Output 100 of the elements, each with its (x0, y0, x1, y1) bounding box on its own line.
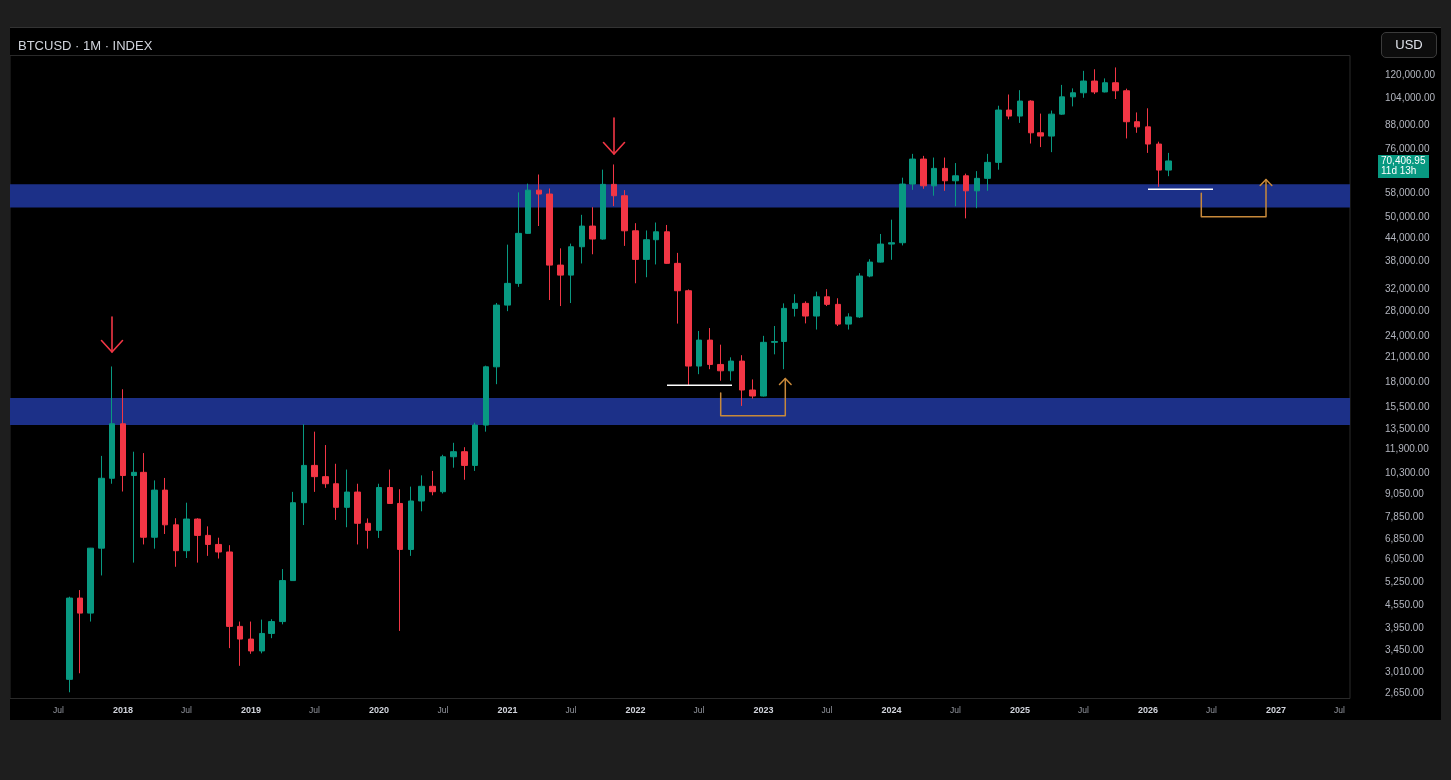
candlestick (632, 222, 639, 284)
candlestick (984, 153, 991, 192)
candlestick (1112, 66, 1119, 100)
y-axis-title: USD (1381, 32, 1437, 58)
y-tick-label: 9,050.00 (1385, 487, 1425, 499)
x-tick-label: 2020 (369, 705, 390, 715)
x-tick-label: 2021 (497, 705, 518, 715)
candlestick (1037, 113, 1044, 148)
candlestick (995, 105, 1002, 171)
y-tick-label: 24,000.00 (1385, 329, 1430, 341)
candlestick (66, 596, 73, 693)
x-tick-label: Jul (437, 705, 449, 715)
candlestick (707, 327, 713, 370)
candlestick (899, 177, 906, 246)
y-tick-label: 11,900.00 (1385, 443, 1430, 455)
candlestick (333, 463, 339, 521)
candlestick (311, 431, 318, 493)
x-tick-label: Jul (949, 705, 961, 715)
candlestick (1048, 110, 1055, 153)
chart-title: BTCUSD · 1M · INDEX (18, 38, 153, 53)
candlestick (536, 174, 542, 227)
candlestick (781, 302, 787, 370)
candlestick (1156, 141, 1162, 188)
y-tick-label: 44,000.00 (1385, 231, 1430, 243)
candlestick (215, 537, 222, 560)
candlestick (728, 356, 734, 382)
y-tick-label: 104,000.00 (1385, 92, 1436, 104)
x-tick-label: Jul (1077, 705, 1089, 715)
candlestick (472, 422, 478, 472)
candlestick (664, 224, 670, 265)
candlestick (802, 300, 809, 324)
y-tick-label: 5,250.00 (1385, 576, 1425, 588)
x-tick-label: 2024 (881, 705, 902, 715)
y-tick-label: 32,000.00 (1385, 283, 1430, 295)
candlestick (77, 589, 83, 674)
candlestick (931, 157, 937, 197)
candlestick (131, 451, 137, 564)
candlestick (183, 502, 190, 559)
y-tick-label: 6,050.00 (1385, 553, 1425, 565)
y-tick-label: 88,000.00 (1385, 119, 1430, 131)
candlestick (1165, 152, 1172, 177)
candlestick (1059, 84, 1065, 116)
candlestick (1102, 77, 1108, 93)
candlestick (589, 206, 596, 255)
x-tick-label: 2023 (753, 705, 774, 715)
candlestick (1017, 89, 1023, 124)
candlestick (1134, 111, 1140, 134)
candlestick (835, 297, 841, 327)
text: 70,406.95 (1381, 154, 1426, 166)
candlestick (600, 169, 606, 241)
candlestick (845, 312, 852, 331)
candlestick (322, 444, 329, 489)
y-tick-label: 3,450.00 (1385, 644, 1425, 656)
candlestick (493, 302, 500, 385)
y-tick-label: 4,550.00 (1385, 599, 1425, 611)
candlestick (248, 621, 254, 655)
y-tick-label: 7,850.00 (1385, 510, 1425, 522)
candlestick (483, 365, 489, 433)
candlestick (1080, 70, 1087, 99)
candlestick (974, 170, 980, 209)
candlestick (504, 244, 511, 312)
x-tick-label: Jul (693, 705, 705, 715)
candlestick (1145, 107, 1151, 154)
candlestick (674, 252, 681, 325)
candlestick (268, 618, 275, 639)
candlestick (98, 455, 105, 576)
candlestick (109, 365, 115, 485)
candlestick (301, 423, 307, 526)
y-tick-label: 13,500.00 (1385, 423, 1430, 435)
candlestick (151, 479, 158, 550)
candlestick (87, 547, 94, 623)
candlestick (771, 325, 778, 355)
candlestick (942, 157, 948, 192)
x-tick-label: Jul (1206, 705, 1217, 715)
candlestick (579, 214, 585, 264)
y-tick-label: 15,500.00 (1385, 400, 1430, 412)
candlestick (173, 517, 179, 568)
candlestick (194, 517, 201, 564)
candlestick (749, 378, 756, 400)
candlestick (920, 155, 927, 190)
candlestick (717, 344, 724, 382)
candlestick (653, 222, 659, 265)
candlestick (685, 288, 692, 386)
y-tick-label: 10,300.00 (1385, 466, 1430, 478)
candlestick (376, 483, 382, 539)
candlestick (760, 335, 767, 397)
candlestick (515, 191, 522, 288)
candlestick (344, 469, 350, 528)
candlestick (387, 469, 393, 505)
candlestick (557, 247, 564, 307)
candlestick (546, 188, 553, 301)
candlestick (450, 442, 457, 469)
candlestick (440, 454, 446, 494)
candlestick (354, 483, 361, 545)
y-tick-label: 120,000.00 (1385, 69, 1436, 81)
candlestick (418, 474, 425, 512)
candlestick (963, 173, 969, 219)
x-tick-label: Jul (565, 705, 577, 715)
candlestick (1028, 99, 1034, 145)
x-tick-label: Jul (1334, 705, 1346, 715)
